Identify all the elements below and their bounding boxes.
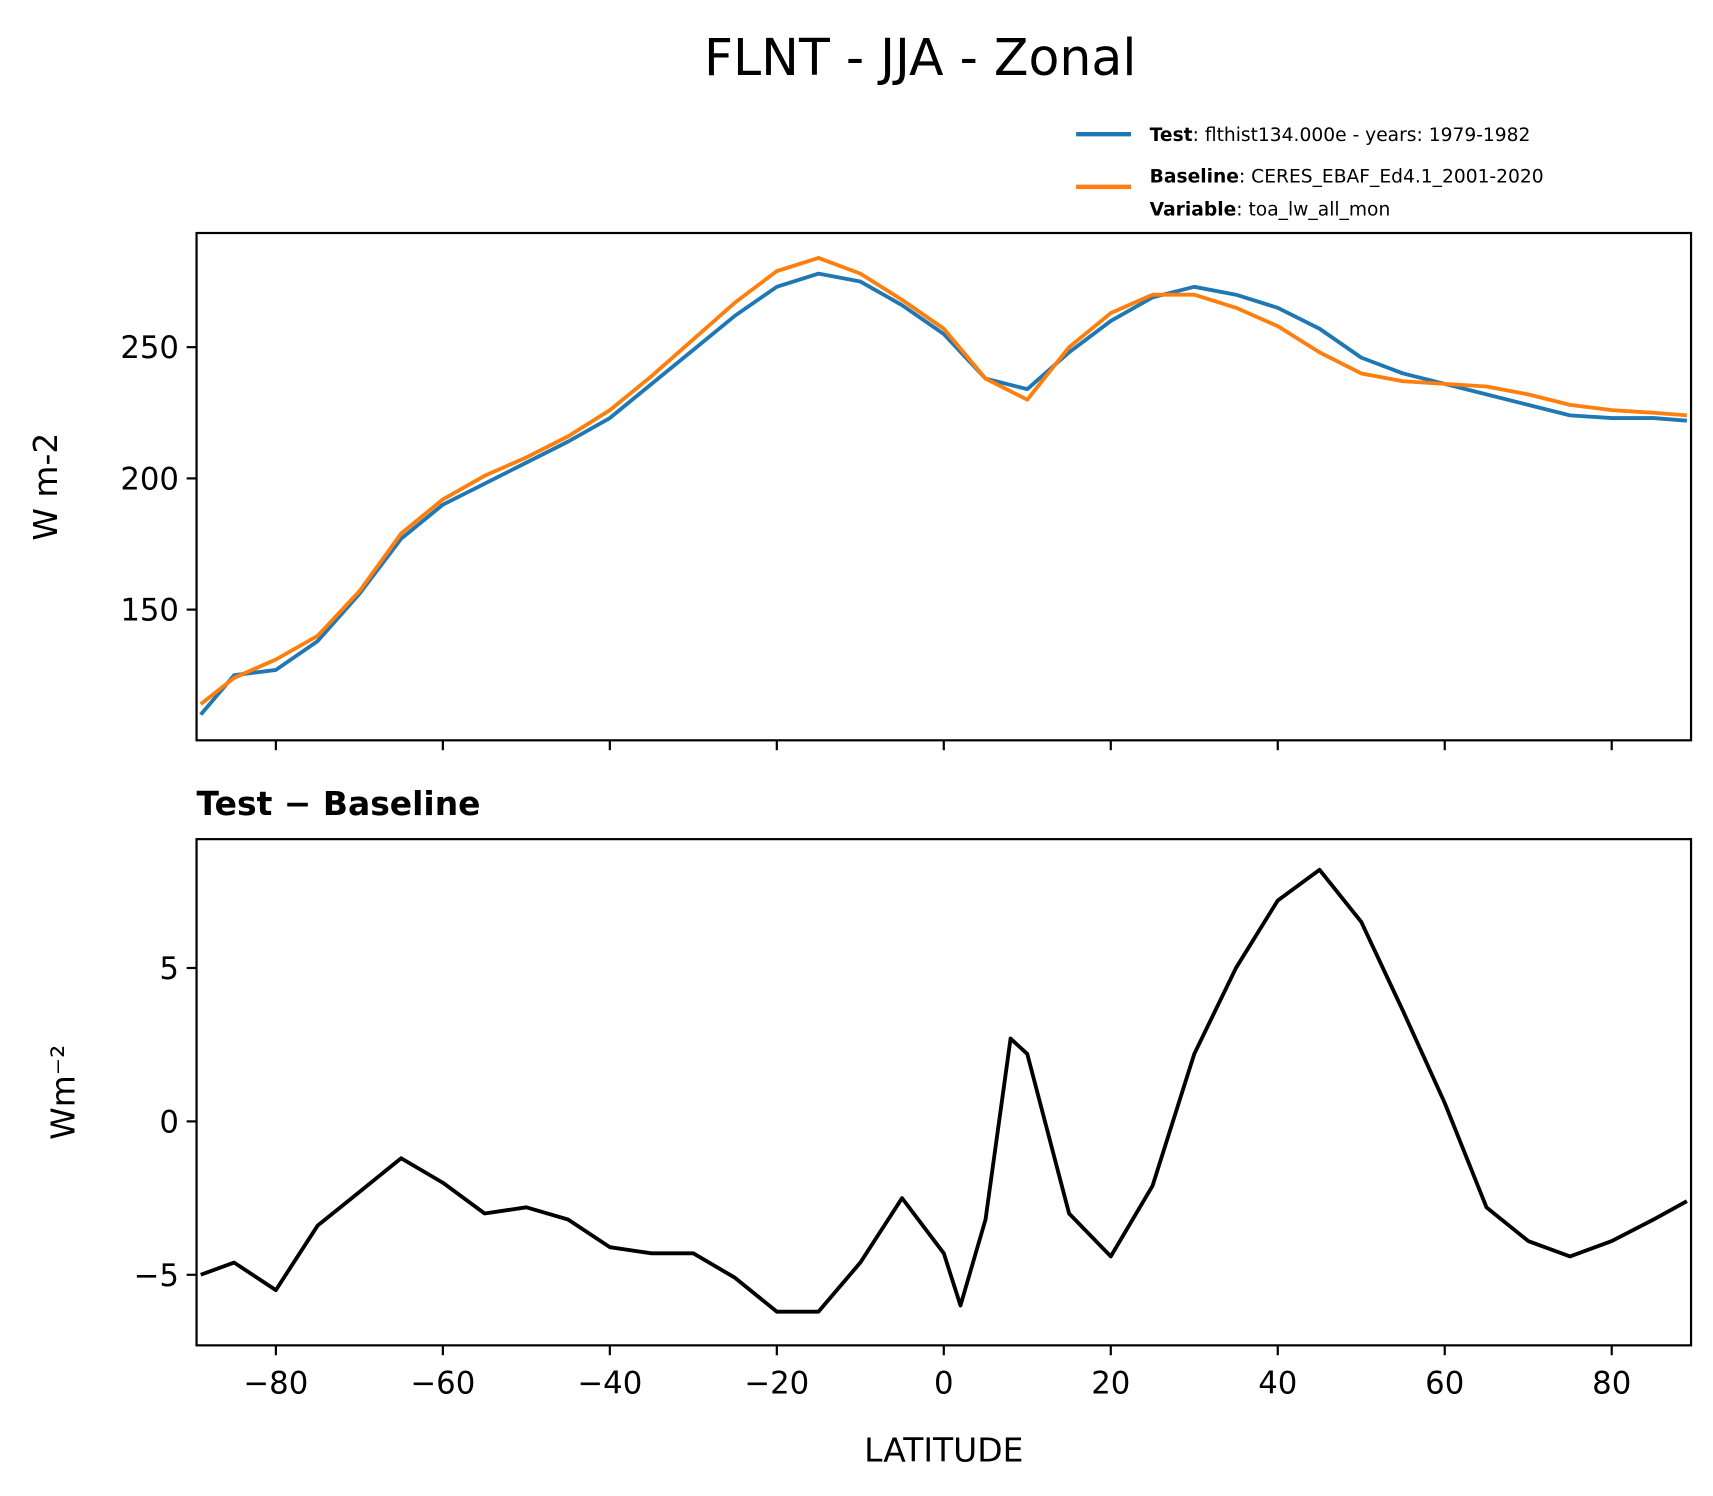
data-line	[200, 867, 1688, 1314]
x-tick-label: −60	[410, 1366, 475, 1402]
legend-entry: Baseline: CERES_EBAF_Ed4.1_2001-2020	[1150, 166, 1544, 187]
x-tick-label: −40	[577, 1366, 642, 1402]
x-axis-label: LATITUDE	[864, 1431, 1023, 1470]
axes-frame	[195, 838, 1693, 1347]
legend-entry: Variable: toa_lw_all_mon	[1150, 199, 1391, 220]
y-tick-label: 0	[159, 1104, 179, 1140]
x-tick-label: 40	[1258, 1366, 1297, 1402]
x-tick-label: 80	[1592, 1366, 1631, 1402]
legend-label: : flthist134.000e - years: 1979-1982	[1193, 125, 1531, 146]
x-tick-label: 20	[1091, 1366, 1130, 1402]
axes-frame	[195, 231, 1693, 742]
y-tick-label: 5	[159, 951, 179, 987]
subplot-title: Test − Baseline	[197, 784, 481, 823]
y-axis-label: Wm⁻²	[44, 1045, 83, 1140]
legend-name: Baseline	[1150, 166, 1239, 187]
x-tick-label: 0	[934, 1366, 954, 1402]
legend-label: : CERES_EBAF_Ed4.1_2001-2020	[1239, 166, 1544, 187]
x-tick-label: 60	[1425, 1366, 1464, 1402]
y-axis-label: W m-2	[26, 433, 65, 541]
x-tick-label: −20	[744, 1366, 809, 1402]
y-tick-label: 200	[120, 461, 179, 497]
x-tick-label: −80	[243, 1366, 308, 1402]
y-tick-label: 250	[120, 330, 179, 366]
y-tick-label: −5	[134, 1258, 179, 1294]
legend-label: : toa_lw_all_mon	[1236, 199, 1390, 220]
figure-title: FLNT - JJA - Zonal	[704, 28, 1136, 87]
data-line	[199, 256, 1688, 706]
legend-name: Test	[1150, 125, 1193, 146]
y-tick-label: 150	[120, 593, 179, 629]
legend-entry: Test: flthist134.000e - years: 1979-1982	[1150, 125, 1531, 146]
legend-name: Variable	[1150, 199, 1237, 220]
